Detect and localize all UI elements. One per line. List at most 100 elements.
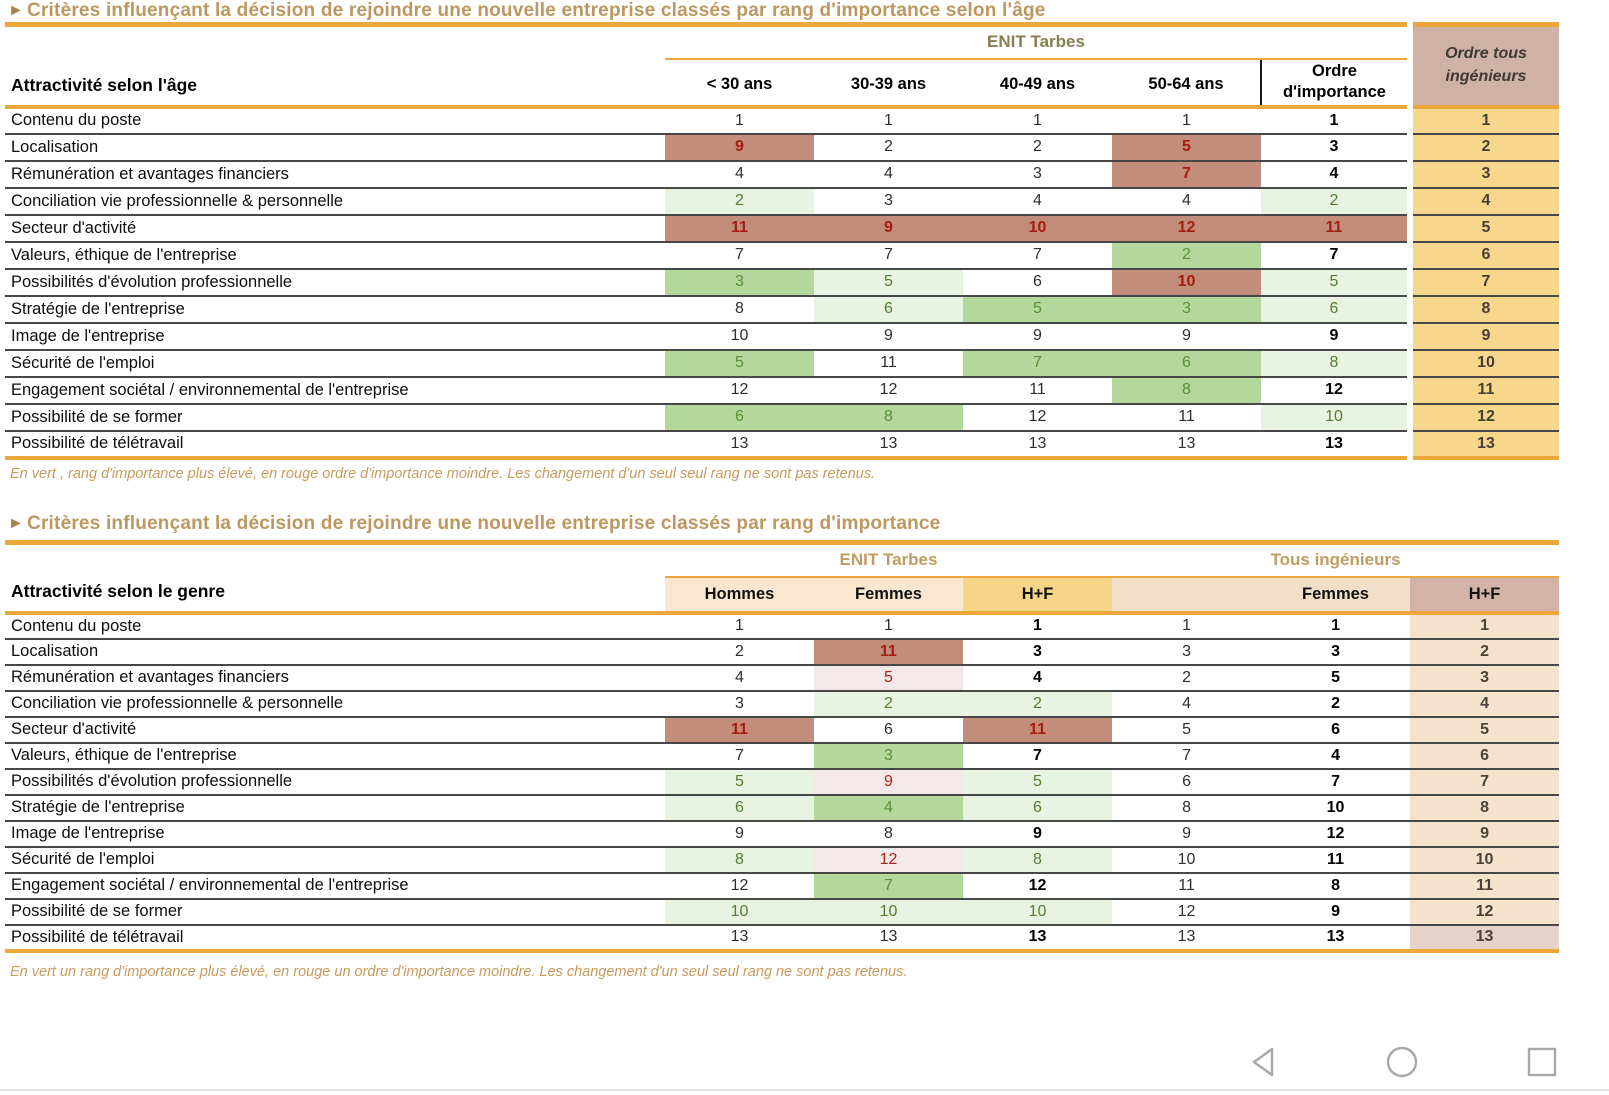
- rank-cell: 4: [1410, 690, 1560, 718]
- rank-cell: 12: [963, 872, 1113, 900]
- rank-cell: 13: [1261, 430, 1410, 459]
- rank-cell: 4: [814, 160, 963, 189]
- rank-cell: 11: [1261, 846, 1411, 874]
- home-circle-icon: [1386, 1046, 1418, 1078]
- nav-home-button[interactable]: [1384, 1044, 1420, 1080]
- table-row: Possibilités d'évolution professionnelle…: [5, 768, 1560, 796]
- table-row: Possibilité de télétravail 13 13 13 13 13 13: [5, 430, 1559, 459]
- back-triangle-icon: [1252, 1047, 1274, 1077]
- col-header-ordre-importance: Ordre d'importance: [1260, 58, 1411, 109]
- rank-cell: 3: [1112, 295, 1261, 324]
- table-caption-genre: Attractivité selon le genre: [5, 576, 665, 615]
- nav-back-button[interactable]: [1246, 1044, 1282, 1080]
- recents-square-icon: [1527, 1047, 1557, 1077]
- rank-cell: 7: [665, 241, 814, 270]
- rank-cell: 9: [1112, 322, 1261, 351]
- group-header-enit-tarbes: ENIT Tarbes: [665, 542, 1113, 578]
- row-label: Engagement sociétal / environnemental de…: [5, 376, 665, 405]
- legend-note-age: En vert , rang d'importance plus élevé, …: [10, 466, 876, 482]
- rank-cell: 5: [665, 349, 814, 378]
- rank-cell: 10: [1410, 846, 1560, 874]
- rank-cell: 6: [814, 716, 963, 744]
- table-row: Conciliation vie professionnelle & perso…: [5, 187, 1559, 216]
- rank-cell: 4: [963, 664, 1113, 692]
- rank-cell: 6: [1112, 768, 1262, 796]
- rank-cell: 1: [963, 106, 1112, 135]
- rank-cell: 1: [1112, 612, 1262, 640]
- rank-cell: 7: [814, 241, 963, 270]
- col-header-femmes-enit: Femmes: [814, 576, 963, 615]
- section-title-genre: ► Critères influençant la décision de rej…: [8, 513, 940, 535]
- rank-cell: 2: [665, 187, 814, 216]
- triangle-bullet-icon: ►: [8, 515, 25, 532]
- rank-cell: 11: [1112, 403, 1261, 432]
- section-title-age: ► Critères influençant la décision de rej…: [8, 0, 1046, 22]
- row-label: Possibilité de se former: [5, 403, 665, 432]
- rank-cell: 13: [665, 430, 814, 459]
- table-row: Rémunération et avantages financiers 4 4 3 7…: [5, 160, 1559, 189]
- rank-cell: 13: [814, 924, 963, 952]
- table-row: Possibilité de se former 6 8 12 11 10 12: [5, 403, 1559, 432]
- table-row: Image de l'entreprise 9 8 9 9 12 9: [5, 820, 1560, 848]
- row-label: Conciliation vie professionnelle & perso…: [5, 690, 665, 718]
- table-row: Secteur d'activité 11 6 11 5 6 5: [5, 716, 1560, 744]
- table-row: Engagement sociétal / environnemental de…: [5, 872, 1560, 900]
- rank-cell: 9: [814, 768, 963, 796]
- row-label: Sécurité de l'emploi: [5, 846, 665, 874]
- rank-cell: 12: [1407, 403, 1559, 432]
- rank-cell: 7: [1112, 160, 1261, 189]
- rank-cell: 1: [1407, 106, 1559, 135]
- row-label: Stratégie de l'entreprise: [5, 794, 665, 822]
- rank-cell: 10: [1261, 794, 1411, 822]
- rank-cell: 6: [1407, 241, 1559, 270]
- rank-cell: 3: [665, 268, 814, 297]
- rank-cell: 2: [1407, 133, 1559, 162]
- rank-cell: 5: [963, 295, 1112, 324]
- rank-cell: 1: [814, 612, 963, 640]
- col-header-hommes-enit: Hommes: [665, 576, 814, 615]
- rank-cell: 9: [665, 133, 814, 162]
- legend-note-genre: En vert un rang d'importance plus élevé,…: [10, 964, 908, 980]
- rank-cell: 12: [1261, 376, 1410, 405]
- column-header-row: Attractivité selon le genre Hommes Femme…: [5, 576, 1560, 615]
- row-label: Possibilité de télétravail: [5, 924, 665, 952]
- table-row: Localisation 2 11 3 3 3 2: [5, 638, 1560, 666]
- rank-cell: 9: [1112, 820, 1262, 848]
- rank-cell: 6: [963, 268, 1112, 297]
- row-label: Conciliation vie professionnelle & perso…: [5, 187, 665, 216]
- rank-cell: 13: [814, 430, 963, 459]
- table-caption-age: Attractivité selon l'âge: [5, 58, 665, 109]
- rank-cell: 5: [814, 268, 963, 297]
- rank-cell: 8: [1112, 376, 1261, 405]
- rank-cell: 1: [814, 106, 963, 135]
- rank-cell: 13: [1112, 430, 1261, 459]
- section-title-genre-text: Critères influençant la décision de rejo…: [27, 513, 941, 534]
- rank-cell: 6: [665, 403, 814, 432]
- rank-cell: 10: [1407, 349, 1559, 378]
- rank-cell: 5: [665, 768, 814, 796]
- rank-cell: 10: [963, 898, 1113, 926]
- rank-cell: 11: [963, 376, 1112, 405]
- row-label: Secteur d'activité: [5, 214, 665, 243]
- rank-cell: 8: [1261, 349, 1410, 378]
- table-row: Valeurs, éthique de l'entreprise 7 7 7 2 7 6: [5, 241, 1559, 270]
- rank-cell: 12: [963, 403, 1112, 432]
- rank-cell: 1: [665, 612, 814, 640]
- group-header-row: ENIT Tarbes Ordre tous ingénieurs: [5, 24, 1559, 109]
- rank-cell: 9: [665, 820, 814, 848]
- rank-cell: 8: [1407, 295, 1559, 324]
- column-header-row: Attractivité selon l'âge < 30 ans 30-39 …: [5, 58, 1559, 109]
- rank-cell: 4: [665, 160, 814, 189]
- rank-cell: 12: [665, 376, 814, 405]
- table-row: Possibilité de télétravail 13 13 13 13 13 13: [5, 924, 1560, 952]
- rank-cell: 9: [963, 820, 1113, 848]
- rank-cell: 7: [963, 349, 1112, 378]
- rank-cell: 3: [1261, 638, 1411, 666]
- rank-cell: 4: [1261, 160, 1410, 189]
- group-header-enit-tarbes: ENIT Tarbes: [665, 24, 1410, 60]
- table-row: Rémunération et avantages financiers 4 5 4 2…: [5, 664, 1560, 692]
- nav-recents-button[interactable]: [1524, 1044, 1560, 1080]
- table-row: Possibilités d'évolution professionnelle…: [5, 268, 1559, 297]
- col-header-blank-tous: [1112, 576, 1262, 615]
- row-label: Localisation: [5, 638, 665, 666]
